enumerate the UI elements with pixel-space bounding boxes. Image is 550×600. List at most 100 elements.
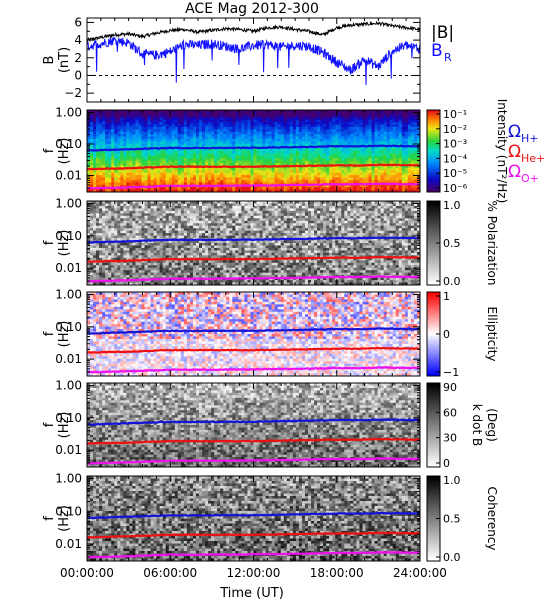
spectrogram-cell — [141, 126, 145, 130]
spectrogram-cell — [356, 172, 360, 176]
spectrogram-cell — [217, 141, 221, 145]
spectrogram-cell — [99, 218, 103, 222]
spectrogram-cell — [283, 112, 288, 116]
spectrogram-cell — [108, 213, 112, 217]
spectrogram-cell — [93, 138, 97, 142]
spectrogram-cell — [398, 112, 403, 116]
spectrogram-cell — [102, 245, 106, 249]
spectrogram-cell — [183, 158, 188, 162]
spectrogram-cell — [165, 187, 170, 190]
spectrogram-cell — [341, 136, 345, 140]
colorbar-cell — [427, 173, 440, 176]
spectrogram-cell — [404, 158, 409, 162]
spectrogram-cell — [301, 160, 306, 164]
spectrogram-cell — [235, 177, 239, 181]
spectrogram-cell — [141, 230, 145, 234]
spectrogram-cell — [180, 158, 185, 162]
spectrogram-cell — [90, 129, 94, 133]
spectrogram-cell — [401, 131, 406, 135]
spectrogram-cell — [156, 240, 161, 244]
spectrogram-cell — [202, 131, 206, 135]
spectrogram-cell — [90, 126, 94, 130]
spectrogram-cell — [232, 114, 236, 118]
spectrogram-cell — [117, 110, 121, 113]
spectrogram-cell — [380, 170, 385, 174]
spectrogram-cell — [135, 163, 139, 166]
spectrogram-cell — [416, 153, 421, 157]
spectrogram-cell — [102, 257, 106, 261]
spectrogram-cell — [129, 153, 133, 157]
spectrogram-cell — [135, 114, 139, 118]
spectrogram-cell — [371, 124, 375, 128]
spectrogram-cell — [362, 170, 366, 174]
colorbar-cell — [427, 179, 440, 183]
spectrogram-cell — [365, 112, 369, 116]
spectrogram-cell — [126, 220, 130, 224]
spectrogram-cell — [389, 129, 394, 133]
spectrogram-cell — [395, 184, 400, 188]
spectrogram-cell — [144, 138, 148, 142]
spectrogram-cell — [295, 131, 300, 135]
spectrogram-cell — [99, 267, 103, 271]
spectrogram-cell — [180, 187, 185, 190]
spectrogram-cell — [365, 177, 369, 181]
spectrogram-cell — [280, 112, 285, 116]
spectrogram-cell — [320, 184, 324, 188]
spectrogram-cell — [280, 153, 285, 157]
spectrogram-cell — [165, 247, 170, 251]
spectrogram-cell — [123, 282, 127, 286]
spectrogram-cell — [105, 235, 109, 239]
spectrogram-cell — [410, 131, 415, 135]
spectrogram-cell — [135, 136, 139, 140]
spectrogram-cell — [401, 187, 406, 190]
spectrogram-cell — [132, 245, 136, 249]
spectrogram-cell — [102, 146, 106, 149]
spectrogram-cell — [87, 262, 91, 266]
colorbar-cell — [427, 112, 440, 115]
spectrogram-cell — [250, 134, 254, 137]
spectrogram-cell — [114, 262, 118, 266]
spectrogram-cell — [111, 225, 115, 229]
spectrogram-cell — [244, 179, 248, 183]
spectrogram-cell — [141, 255, 145, 259]
spectrogram-cell — [147, 124, 151, 128]
spectrogram-cell — [298, 167, 303, 171]
spectrogram-cell — [168, 243, 173, 246]
spectrogram-cell — [350, 155, 354, 159]
spectrogram-cell — [114, 223, 118, 227]
colorbar-cell — [427, 169, 440, 172]
spectrogram-cell — [123, 151, 127, 154]
spectrogram-cell — [332, 172, 336, 176]
spectrogram-cell — [259, 110, 263, 113]
spectrogram-cell — [150, 240, 154, 244]
spectrogram-cell — [398, 134, 403, 137]
spectrogram-cell — [383, 184, 388, 188]
spectrogram-cell — [129, 282, 133, 286]
spectrogram-cell — [314, 155, 318, 159]
spectrogram-cell — [323, 110, 327, 113]
spectrogram-cell — [147, 122, 151, 125]
spectrogram-cell — [416, 117, 421, 121]
spectrogram-cell — [271, 189, 276, 193]
colorbar-cell — [427, 165, 440, 168]
spectrogram-cell — [314, 110, 318, 113]
spectrogram-cell — [126, 223, 130, 227]
spectrogram-cell — [371, 138, 375, 142]
spectrogram-cell — [123, 170, 127, 174]
spectrogram-cell — [138, 163, 142, 166]
spectrogram-cell — [410, 119, 415, 123]
spectrogram-cell — [199, 136, 203, 140]
spectrogram-cell — [362, 155, 366, 159]
spectrogram-cell — [416, 189, 421, 193]
spectrogram-cell — [156, 265, 161, 269]
spectrogram-cell — [168, 160, 173, 164]
spectrogram-cell — [117, 179, 121, 183]
spectrogram-cell — [395, 138, 400, 142]
y-axis-label: B — [42, 56, 57, 65]
spectrogram-cell — [165, 122, 170, 125]
spectrogram-cell — [329, 138, 333, 142]
spectrogram-cell — [171, 210, 176, 214]
spectrogram-cell — [274, 179, 279, 183]
spectrogram-cell — [93, 179, 97, 183]
spectrogram-cell — [147, 119, 151, 123]
